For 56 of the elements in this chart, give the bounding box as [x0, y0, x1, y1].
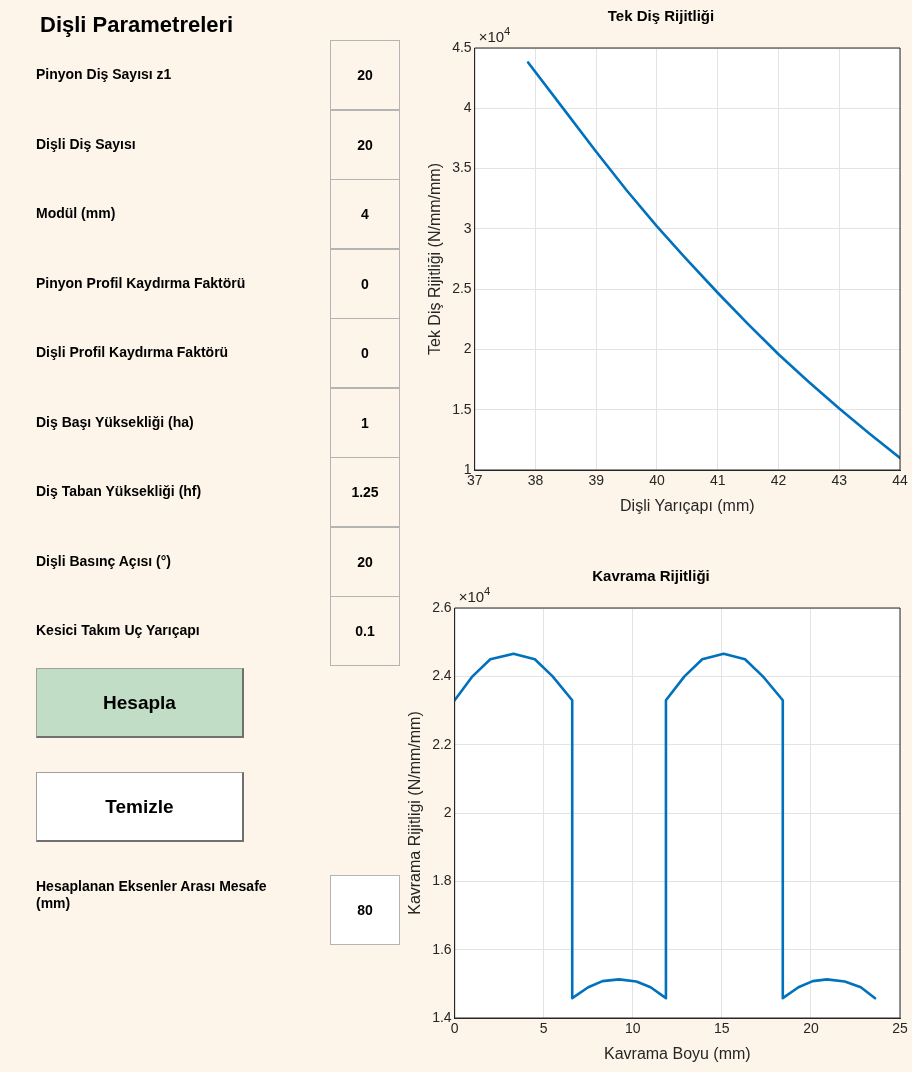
x-tick-label: 42	[770, 472, 787, 489]
text-field: 0	[330, 248, 400, 319]
text-field: 80	[330, 875, 400, 945]
push-button: Temizle	[36, 772, 244, 842]
text: Dişli Basınç Açısı (°)	[36, 552, 172, 570]
text-field: 4	[330, 179, 400, 249]
y-axis-title: Tek Diş Rijitliği (N/mm/mm)	[426, 163, 444, 355]
x-tick-label: 5	[539, 1020, 548, 1037]
x-tick-label: 0	[450, 1020, 459, 1037]
text: Pinyon Diş Sayısı z1	[36, 66, 173, 83]
text: Diş Taban Yüksekliği (hf)	[36, 483, 203, 500]
text-field: 1.25	[330, 457, 400, 527]
x-tick-label: 10	[625, 1020, 641, 1037]
y-tick-label: 1.5	[452, 400, 472, 417]
x-tick-label: 41	[709, 472, 726, 489]
x-tick-label: 44	[892, 472, 908, 489]
text-field: 20	[330, 526, 400, 597]
text: Hesaplanan Eksenler Arası Mesafe (mm)	[36, 878, 268, 912]
text: Dişli Diş Sayısı	[36, 135, 137, 153]
y-tick-label: 2.2	[432, 735, 452, 752]
y-tick-label: 1.4	[432, 1008, 452, 1025]
y-tick-label: 3.5	[452, 159, 472, 176]
chart-title: Kavrama Rijitliği	[592, 567, 710, 585]
y-tick-label: 2.4	[432, 667, 452, 684]
y-tick-label: 2	[443, 803, 452, 820]
text-field: 20	[330, 40, 400, 110]
text: Diş Başı Yüksekliği (ha)	[36, 413, 195, 431]
y-tick-label: 1.6	[432, 940, 452, 957]
x-tick-label: 25	[892, 1020, 908, 1037]
text-field: 0	[330, 318, 400, 388]
x-tick-label: 39	[588, 472, 605, 489]
x-tick-label: 20	[803, 1020, 819, 1037]
text: Dişli Profil Kaydırma Faktörü	[36, 344, 230, 361]
text: Dişli Parametreleri	[40, 12, 234, 38]
chart-title: Tek Diş Rijitliği	[607, 7, 715, 25]
x-axis-title: Kavrama Boyu (mm)	[603, 1044, 751, 1062]
y-tick-label: 4.5	[452, 38, 472, 55]
text: Modül (mm)	[36, 205, 117, 222]
text: Kesici Takım Uç Yarıçapı	[36, 622, 201, 639]
text-field: 1	[330, 387, 400, 458]
y-tick-label: 2.5	[452, 280, 472, 296]
y-tick-label: 3	[463, 219, 472, 236]
text-field: 0.1	[330, 596, 400, 666]
y-tick-label: 1.8	[432, 872, 452, 889]
push-button: Hesapla	[36, 668, 244, 738]
text: Pinyon Profil Kaydırma Faktörü	[36, 274, 247, 292]
x-tick-label: 15	[714, 1020, 730, 1037]
x-tick-label: 43	[831, 472, 848, 489]
y-axis-title: Kavrama Rijitligi (N/mm/mm)	[406, 711, 424, 915]
x-tick-label: 40	[649, 472, 665, 489]
text-field: 20	[330, 109, 400, 180]
y-tick-label: 2	[463, 340, 472, 357]
y-tick-label: 4	[463, 99, 472, 116]
y-tick-label: 2.6	[432, 598, 452, 615]
x-axis-title: Dişli Yarıçapı (mm)	[620, 496, 755, 514]
x-tick-label: 38	[527, 472, 544, 489]
